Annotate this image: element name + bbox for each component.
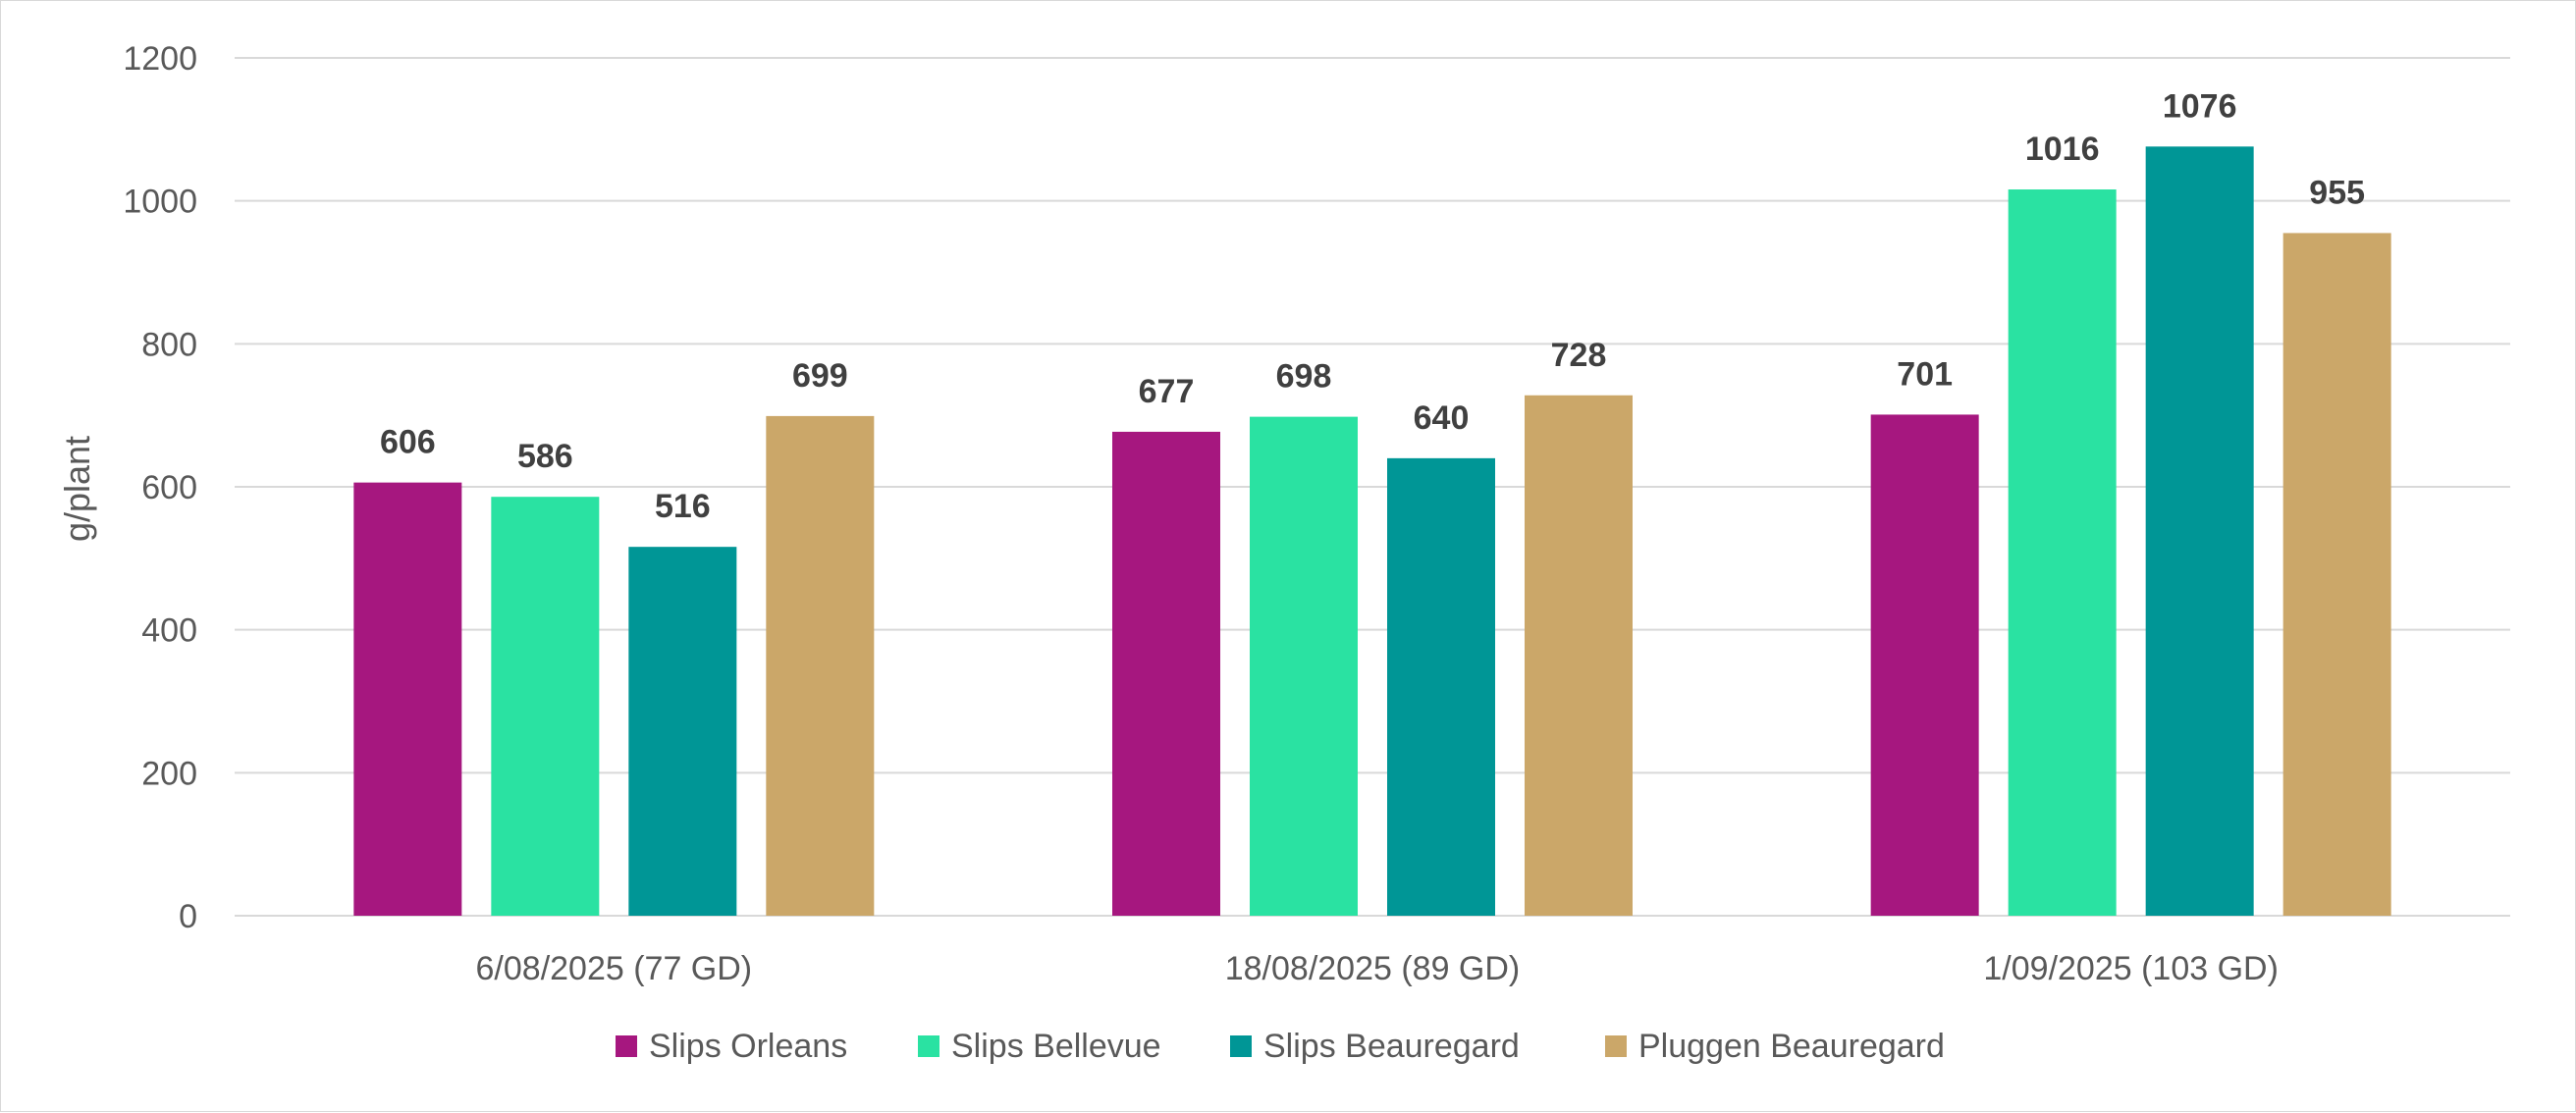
gridlines xyxy=(235,57,2510,917)
bar xyxy=(1525,395,1633,917)
y-tick-label: 1000 xyxy=(123,184,197,221)
bars xyxy=(353,146,2391,917)
legend-swatch xyxy=(918,1035,939,1057)
y-tick-label: 600 xyxy=(141,469,197,506)
bar xyxy=(2282,233,2391,917)
bar xyxy=(2008,189,2117,917)
x-axis-ticks: 6/08/2025 (77 GD) 18/08/2025 (89 GD) 1/09/… xyxy=(476,950,2279,987)
legend-swatch xyxy=(1230,1035,1252,1057)
x-tick-label: 18/08/2025 (89 GD) xyxy=(1225,950,1521,987)
bar xyxy=(628,547,737,916)
bar xyxy=(1870,414,1979,916)
legend-label: Slips Bellevue xyxy=(951,1028,1161,1065)
y-tick-label: 0 xyxy=(179,898,197,935)
y-tick-label: 200 xyxy=(141,755,197,792)
bar xyxy=(1387,457,1495,916)
data-label: 955 xyxy=(2309,174,2365,211)
data-label: 701 xyxy=(1897,355,1953,393)
legend-swatch xyxy=(616,1035,637,1057)
y-tick-label: 1200 xyxy=(123,40,197,78)
data-label: 586 xyxy=(517,438,573,475)
y-tick-label: 800 xyxy=(141,326,197,363)
legend: Slips Orleans Slips Bellevue Slips Beaureg… xyxy=(616,1028,1945,1065)
bar xyxy=(766,415,875,916)
data-label: 640 xyxy=(1414,399,1470,437)
y-axis-ticks: 0 200 400 600 800 1000 1200 xyxy=(123,40,197,935)
data-label: 1076 xyxy=(2163,87,2237,125)
y-axis-label: g/plant xyxy=(57,436,97,542)
y-tick-label: 400 xyxy=(141,612,197,650)
data-label: 606 xyxy=(380,424,436,461)
bar xyxy=(353,482,462,916)
legend-label: Slips Beauregard xyxy=(1263,1028,1520,1065)
data-label: 1016 xyxy=(2025,131,2100,168)
data-label: 728 xyxy=(1551,337,1607,374)
data-label: 516 xyxy=(655,488,711,525)
data-label: 699 xyxy=(792,357,848,395)
data-label: 677 xyxy=(1139,373,1195,410)
legend-label: Pluggen Beauregard xyxy=(1638,1028,1945,1065)
x-tick-label: 1/09/2025 (103 GD) xyxy=(1983,950,2279,987)
legend-swatch xyxy=(1605,1035,1627,1057)
bar xyxy=(2145,146,2254,916)
x-tick-label: 6/08/2025 (77 GD) xyxy=(476,950,753,987)
bar xyxy=(1112,431,1220,916)
data-label: 698 xyxy=(1276,358,1332,396)
bar xyxy=(1250,416,1358,916)
data-labels: 606 586 516 699 677 698 640 728 701 1016 1076 955 xyxy=(380,87,2365,525)
legend-label: Slips Orleans xyxy=(649,1028,847,1065)
bar xyxy=(491,497,600,916)
